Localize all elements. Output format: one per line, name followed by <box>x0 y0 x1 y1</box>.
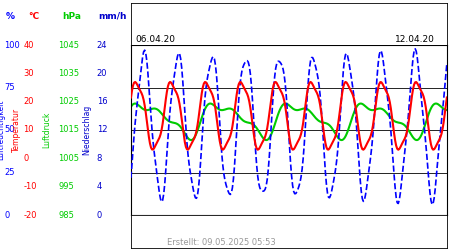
Text: 1035: 1035 <box>58 69 80 78</box>
Text: Luftdruck: Luftdruck <box>43 112 52 148</box>
Text: hPa: hPa <box>62 12 81 21</box>
Text: -10: -10 <box>23 182 37 191</box>
Text: 0: 0 <box>23 154 29 163</box>
Text: °C: °C <box>28 12 39 21</box>
Text: 1025: 1025 <box>58 97 80 106</box>
Text: 1015: 1015 <box>58 126 80 134</box>
Text: -20: -20 <box>23 210 37 220</box>
Text: 20: 20 <box>97 69 107 78</box>
Text: Erstellt: 09.05.2025 05:53: Erstellt: 09.05.2025 05:53 <box>167 238 276 247</box>
Text: 1045: 1045 <box>58 40 80 50</box>
Text: 995: 995 <box>58 182 74 191</box>
Text: %: % <box>5 12 14 21</box>
Text: 0: 0 <box>4 210 10 220</box>
Text: 8: 8 <box>97 154 102 163</box>
Text: 12: 12 <box>97 126 107 134</box>
Text: 100: 100 <box>4 40 20 50</box>
Text: 985: 985 <box>58 210 74 220</box>
Text: mm/h: mm/h <box>98 12 126 21</box>
Text: 40: 40 <box>23 40 34 50</box>
Text: 1005: 1005 <box>58 154 80 163</box>
Text: 50: 50 <box>4 126 15 134</box>
Text: Luftfeuchtigkeit: Luftfeuchtigkeit <box>0 100 5 160</box>
Text: 25: 25 <box>4 168 15 177</box>
Text: Temperatur: Temperatur <box>12 108 21 152</box>
Text: 4: 4 <box>97 182 102 191</box>
Text: 12.04.20: 12.04.20 <box>395 35 435 44</box>
Text: 20: 20 <box>23 97 34 106</box>
Text: 10: 10 <box>23 126 34 134</box>
Text: 30: 30 <box>23 69 34 78</box>
Text: Niederschlag: Niederschlag <box>82 105 91 155</box>
Text: 75: 75 <box>4 83 15 92</box>
Text: 0: 0 <box>97 210 102 220</box>
Text: 16: 16 <box>97 97 108 106</box>
Text: 24: 24 <box>97 40 107 50</box>
Text: 06.04.20: 06.04.20 <box>135 35 176 44</box>
